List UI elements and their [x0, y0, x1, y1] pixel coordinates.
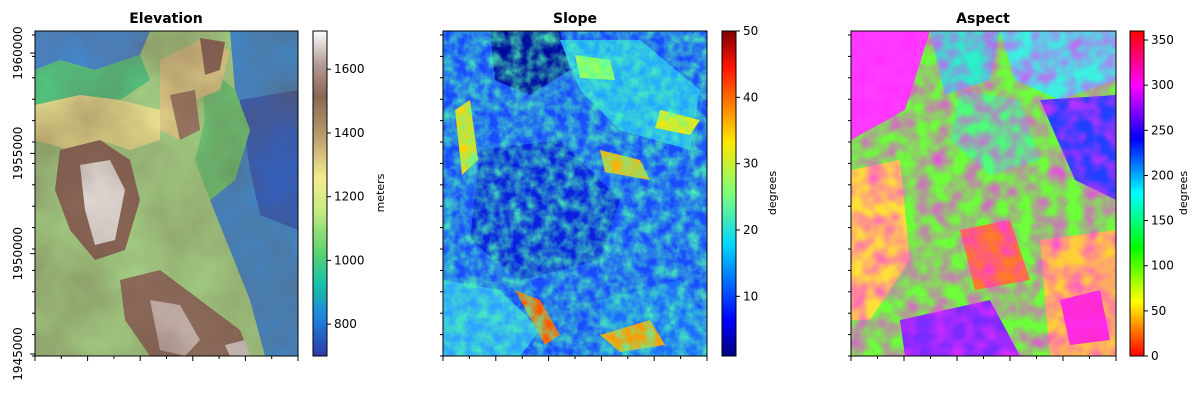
elevation-colorbar-tick-label: 800: [334, 317, 357, 331]
slope-colorbar-tick-label: 40: [743, 90, 758, 104]
slope-colorbar-tick-label: 20: [743, 223, 758, 237]
slope-colorbar: [721, 30, 737, 357]
elevation-title: Elevation: [129, 11, 203, 27]
elevation-colorbar: [312, 30, 328, 357]
elevation-colorbar-ticks: 800 1000 1200 1400 1600: [327, 62, 365, 331]
elevation-y-tick-label: 1950000: [11, 227, 25, 280]
elevation-y-tick-label: 1955000: [11, 127, 25, 180]
slope-colorbar-tick-label: 50: [743, 24, 758, 38]
aspect-title: Aspect: [956, 11, 1010, 27]
aspect-colorbar-tick-label: 350: [1151, 33, 1174, 47]
slope-panel: Slope 10 20 30 40 50 degrees: [440, 11, 779, 361]
slope-title: Slope: [553, 11, 597, 27]
slope-colorbar-ticks: 10 20 30 40 50: [736, 24, 758, 303]
elevation-x-axis: [34, 356, 299, 361]
slope-colorbar-tick-label: 30: [743, 157, 758, 171]
aspect-colorbar-tick-label: 150: [1151, 214, 1174, 228]
aspect-colorbar-tick-label: 300: [1151, 78, 1174, 92]
slope-colorbar-label: degrees: [766, 171, 779, 216]
aspect-raster: [851, 31, 1116, 356]
elevation-y-tick-label: 1960000: [11, 26, 25, 79]
aspect-colorbar-tick-label: 0: [1151, 349, 1159, 363]
slope-colorbar-tick-label: 10: [743, 289, 758, 303]
aspect-x-axis: [850, 356, 1117, 361]
elevation-y-axis: 1945000 1950000 1955000 1960000: [11, 26, 35, 381]
aspect-colorbar: [1129, 30, 1145, 357]
aspect-colorbar-label: degrees: [1177, 171, 1190, 216]
elevation-raster: [35, 31, 298, 356]
elevation-colorbar-label: meters: [374, 173, 387, 212]
elevation-colorbar-tick-label: 1600: [334, 62, 365, 76]
aspect-colorbar-tick-label: 200: [1151, 168, 1174, 182]
elevation-colorbar-tick-label: 1200: [334, 190, 365, 204]
elevation-colorbar-tick-label: 1400: [334, 126, 365, 140]
aspect-colorbar-ticks: 0 50 100 150 200 250 300 350: [1144, 33, 1174, 363]
slope-x-axis: [442, 356, 708, 361]
slope-raster: [443, 31, 707, 356]
elevation-colorbar-tick-label: 1000: [334, 253, 365, 267]
aspect-colorbar-tick-label: 50: [1151, 304, 1166, 318]
elevation-y-tick-label: 1945000: [11, 327, 25, 380]
aspect-colorbar-tick-label: 250: [1151, 123, 1174, 137]
aspect-colorbar-tick-label: 100: [1151, 259, 1174, 273]
aspect-panel: Aspect 0 50 100 150 200 250 300 350 degrees: [848, 11, 1190, 363]
aspect-y-axis: [848, 34, 851, 357]
